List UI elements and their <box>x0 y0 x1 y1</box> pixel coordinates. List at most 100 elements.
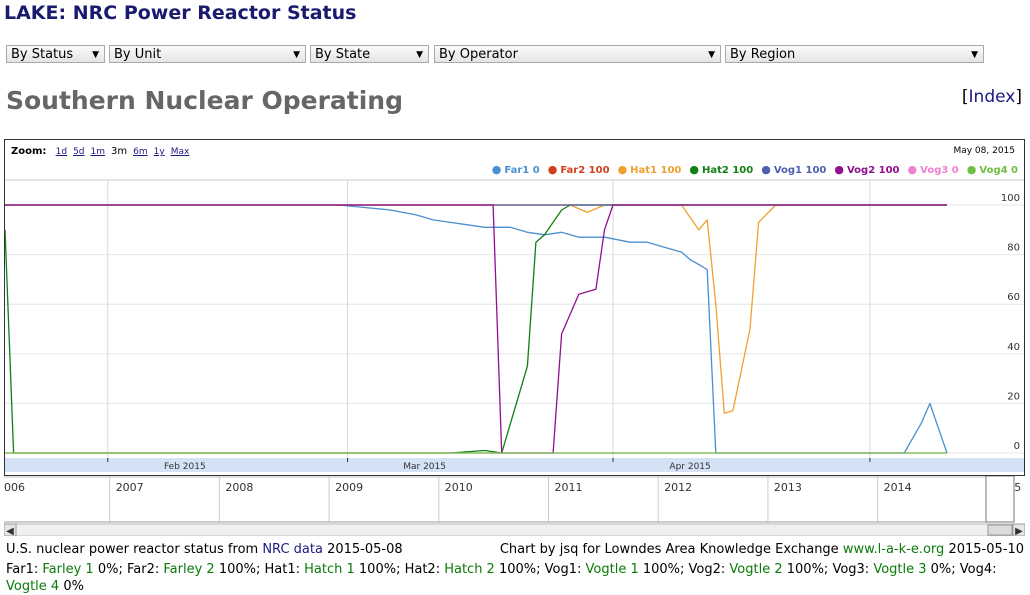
unit-code: Hat1: <box>264 562 305 577</box>
state-select[interactable]: By State ▼ <box>310 45 429 63</box>
unit-select-label: By Unit <box>114 47 162 62</box>
unit-select[interactable]: By Unit ▼ <box>109 45 306 63</box>
operator-select-label: By Operator <box>439 47 518 62</box>
navigator-year-label: 2008 <box>225 481 253 494</box>
legend-label: Vog3 0 <box>920 165 959 176</box>
main-chart-svg: 100 80 60 40 20 0 Feb 2015 Mar 2015 Apr 2015 <box>5 179 1024 472</box>
legend-label: Far1 0 <box>504 165 540 176</box>
unit-status-value: 100%; <box>214 562 265 577</box>
unit-code: Vog1: <box>544 562 586 577</box>
legend-dot-icon: ● <box>547 163 558 176</box>
navigator-year-label: 2012 <box>664 481 692 494</box>
legend-item-vog4[interactable]: ● Vog4 0 <box>966 163 1018 176</box>
navigator-year-label: 2014 <box>884 481 912 494</box>
navigator-scrollbar-track[interactable] <box>4 523 1025 536</box>
legend-item-hat2[interactable]: ● Hat2 100 <box>689 163 754 176</box>
unit-status-value: 0% <box>59 579 84 594</box>
unit-status-value: 100%; <box>638 562 689 577</box>
unit-name-link[interactable]: Hatch 1 <box>304 562 355 577</box>
unit-code: Vog3: <box>832 562 874 577</box>
status-select-label: By Status <box>11 47 74 62</box>
navigator-year-label: 2010 <box>445 481 473 494</box>
operator-select[interactable]: By Operator ▼ <box>434 45 721 63</box>
zoom-label: Zoom: <box>11 146 47 157</box>
series-line-vog2 <box>5 204 947 454</box>
legend-item-far1[interactable]: ● Far1 0 <box>492 163 540 176</box>
unit-status-item: Far1: Farley 1 0%; <box>6 562 127 577</box>
nrc-data-link[interactable]: NRC data <box>262 542 323 557</box>
legend-label: Vog2 100 <box>846 165 900 176</box>
region-select-label: By Region <box>730 47 796 62</box>
footer-source-prefix: U.S. nuclear power reactor status from <box>6 542 259 557</box>
unit-code: Vog2: <box>688 562 730 577</box>
legend-item-vog2[interactable]: ● Vog2 100 <box>834 163 900 176</box>
unit-name-link[interactable]: Farley 1 <box>42 562 94 577</box>
navigator: 006200720082009201020112012201320142015◀… <box>4 476 1025 536</box>
legend-dot-icon: ● <box>966 163 977 176</box>
unit-status-item: Hat1: Hatch 1 100%; <box>265 562 405 577</box>
page-title: LAKE: NRC Power Reactor Status <box>4 2 357 24</box>
footer-source-date: 2015-05-08 <box>327 542 403 557</box>
state-select-label: By State <box>315 47 371 62</box>
y-tick-label: 0 <box>1014 441 1020 452</box>
navigator-year-label: 2009 <box>335 481 363 494</box>
legend-item-far2[interactable]: ● Far2 100 <box>547 163 610 176</box>
x-tick-label: Feb 2015 <box>164 462 206 472</box>
y-tick-label: 100 <box>1001 193 1020 204</box>
x-axis-band <box>5 458 1024 472</box>
chevron-down-icon: ▼ <box>971 50 978 60</box>
legend-dot-icon: ● <box>761 163 771 176</box>
zoom-1d[interactable]: 1d <box>55 147 68 157</box>
unit-name-link[interactable]: Vogtle 2 <box>729 562 783 577</box>
navigator-year-label: 2011 <box>555 481 583 494</box>
x-tick-label: Mar 2015 <box>403 462 446 472</box>
chevron-down-icon: ▼ <box>293 50 300 60</box>
zoom-1y[interactable]: 1y <box>153 147 165 157</box>
navigator-year-label: 2013 <box>774 481 802 494</box>
zoom-max[interactable]: Max <box>170 147 190 157</box>
zoom-5d[interactable]: 5d <box>73 147 85 157</box>
series-line-hat2 <box>5 204 947 454</box>
legend-label: Hat2 100 <box>702 165 754 176</box>
y-tick-label: 60 <box>1007 292 1020 303</box>
lake-link[interactable]: www.l-a-k-e.org <box>842 542 945 557</box>
legend-item-hat1[interactable]: ● Hat1 100 <box>618 163 682 176</box>
unit-name-link[interactable]: Vogtle 3 <box>873 562 927 577</box>
unit-name-link[interactable]: Vogtle 4 <box>6 579 60 594</box>
unit-status-value: 100%; <box>494 562 545 577</box>
status-select[interactable]: By Status ▼ <box>6 45 105 63</box>
region-select[interactable]: By Region ▼ <box>725 45 984 63</box>
unit-status-list: Far1: Farley 1 0%; Far2: Farley 2 100%; … <box>6 561 1024 595</box>
navigator-scrollbar-thumb[interactable] <box>987 524 1013 536</box>
scroll-left-button[interactable] <box>4 523 17 536</box>
chevron-down-icon: ▼ <box>92 50 99 60</box>
zoom-3m[interactable]: 3m <box>111 146 128 157</box>
index-link[interactable]: Index <box>968 87 1016 107</box>
unit-status-value: 0%; <box>93 562 127 577</box>
legend-item-vog3[interactable]: ● Vog3 0 <box>908 163 959 176</box>
zoom-6m[interactable]: 6m <box>133 147 148 157</box>
unit-name-link[interactable]: Vogtle 1 <box>585 562 639 577</box>
navigator-year-label: 2007 <box>116 481 144 494</box>
zoom-1m[interactable]: 1m <box>90 147 106 157</box>
chart-container: 100 80 60 40 20 0 Feb 2015 Mar 2015 Apr 2015 Zoo… <box>4 139 1025 476</box>
unit-status-item: Vog4: Vogtle 4 0% <box>6 562 997 594</box>
unit-code: Far1: <box>6 562 43 577</box>
unit-status-value: 100%; <box>782 562 833 577</box>
unit-code: Vog4: <box>959 562 997 577</box>
scroll-right-button[interactable] <box>1012 523 1025 536</box>
navigator-svg: 006200720082009201020112012201320142015◀… <box>4 476 1025 536</box>
unit-status-item: Vog3: Vogtle 3 0%; <box>832 562 959 577</box>
footer-credit-date: 2015-05-10 <box>948 542 1024 557</box>
legend-dot-icon: ● <box>834 163 844 176</box>
navigator-range-selector[interactable] <box>985 476 1015 523</box>
chevron-down-icon: ▼ <box>708 50 715 60</box>
legend-item-vog1[interactable]: ● Vog1 100 <box>761 163 826 176</box>
series-line-hat1 <box>5 204 947 414</box>
unit-name-link[interactable]: Farley 2 <box>163 562 215 577</box>
unit-code: Hat2: <box>404 562 445 577</box>
zoom-controls: Zoom: 1d 5d 1m 3m 6m 1y Max <box>11 146 189 157</box>
legend-label: Vog4 0 <box>979 165 1018 176</box>
date-readout: May 08, 2015 <box>953 146 1015 156</box>
unit-name-link[interactable]: Hatch 2 <box>444 562 495 577</box>
